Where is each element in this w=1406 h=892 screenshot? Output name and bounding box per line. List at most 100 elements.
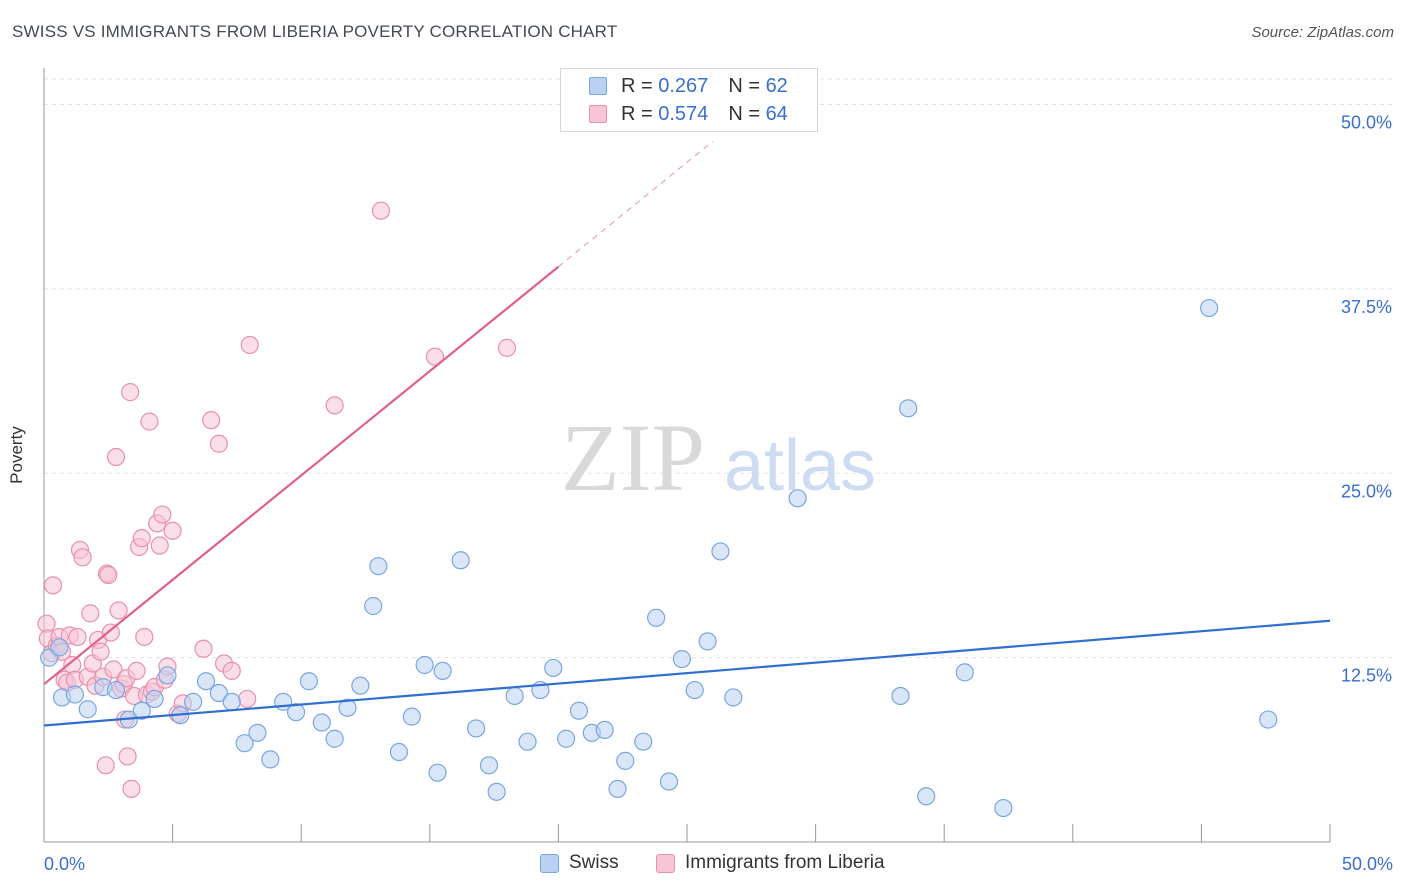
liberia-point-25 [101, 623, 120, 642]
legend-liberia-swatch [656, 853, 675, 873]
swiss-point-24 [338, 698, 357, 717]
axes [43, 68, 1331, 843]
swiss-point-20 [286, 703, 306, 722]
swiss-point-47 [634, 732, 653, 751]
swiss-point-62 [1259, 710, 1278, 729]
legend-liberia-label: Immigrants from Liberia [685, 852, 885, 873]
swiss-points [40, 298, 1278, 818]
liberia-point-47 [153, 505, 172, 524]
swiss-point-44 [595, 720, 614, 740]
swiss-point-8 [132, 701, 151, 720]
liberia-point-34 [121, 383, 140, 402]
swiss-point-58 [917, 787, 936, 806]
liberia-point-63 [497, 338, 517, 357]
swiss-point-37 [505, 686, 524, 706]
liberia-point-42 [140, 412, 159, 431]
liberia-point-22 [96, 756, 115, 775]
liberia-point-54 [202, 411, 221, 430]
swiss-point-28 [389, 742, 409, 762]
grid-lines [44, 78, 1395, 659]
swiss-point-1 [50, 638, 69, 657]
liberia-point-14 [73, 548, 92, 567]
swiss-point-26 [364, 596, 383, 616]
liberia-point-28 [109, 601, 128, 620]
liberia-point-61 [371, 201, 391, 220]
swiss-point-40 [544, 658, 563, 678]
y-axis-label: Poverty [7, 426, 26, 484]
swiss-point-49 [659, 772, 679, 791]
liberia-point-20 [91, 642, 110, 661]
swiss-point-55 [788, 489, 807, 508]
liberia-swatch [589, 105, 607, 123]
swiss-point-57 [899, 399, 918, 418]
liberia-point-46 [150, 536, 169, 555]
swiss-point-6 [106, 680, 126, 700]
liberia-trend-extension [558, 140, 714, 268]
swiss-point-25 [351, 676, 370, 695]
legend-swiss-label: Swiss [569, 852, 619, 873]
swiss-point-61 [1200, 298, 1219, 318]
swiss-point-13 [196, 672, 216, 691]
liberia-point-3 [43, 576, 63, 595]
swiss-point-18 [261, 750, 280, 769]
y-tick-label-2: 37.5% [1341, 297, 1392, 317]
swiss-point-53 [711, 542, 730, 561]
swiss-n-value: 62 [765, 74, 788, 97]
source-credit: Source: ZipAtlas.com [1251, 24, 1394, 41]
swiss-point-23 [325, 729, 344, 748]
swiss-point-22 [312, 713, 331, 732]
swiss-point-42 [569, 701, 589, 720]
legend-row-liberia: R = 0.574 N = 64 [589, 102, 788, 126]
tick-labels: 12.5% 25.0% 37.5% 50.0% 0.0% 50.0% [44, 113, 1393, 875]
trend-lines [43, 140, 1331, 727]
liberia-point-16 [81, 604, 100, 623]
swiss-point-3 [65, 685, 84, 704]
swiss-point-41 [557, 729, 576, 748]
swiss-point-4 [78, 700, 97, 719]
y-tick-label-3: 50.0% [1341, 113, 1392, 133]
liberia-trend-line [43, 265, 560, 686]
liberia-point-55 [209, 434, 228, 453]
swiss-point-46 [616, 751, 635, 770]
legend-item-swiss: Swiss [540, 852, 619, 874]
swiss-point-60 [994, 798, 1013, 818]
liberia-point-60 [325, 396, 344, 415]
liberia-n-label: N = [728, 102, 766, 125]
swiss-point-34 [466, 719, 486, 738]
swiss-point-48 [647, 608, 666, 627]
liberia-point-33 [118, 747, 137, 766]
liberia-n-value: 64 [765, 102, 788, 125]
swiss-point-35 [479, 756, 499, 775]
swiss-point-45 [608, 779, 627, 799]
liberia-point-37 [127, 661, 146, 681]
y-tick-label-0: 12.5% [1341, 666, 1392, 686]
chart-title: SWISS VS IMMIGRANTS FROM LIBERIA POVERTY… [12, 22, 618, 41]
watermark-zip: ZIP [561, 404, 705, 511]
swiss-point-52 [698, 632, 717, 651]
liberia-point-59 [240, 335, 259, 355]
series-legend: Swiss Immigrants from Liberia [0, 852, 1406, 878]
liberia-point-62 [425, 347, 445, 366]
liberia-point-35 [122, 779, 141, 799]
liberia-r-label: R = [621, 102, 659, 125]
liberia-point-24 [99, 565, 118, 585]
swiss-point-30 [415, 655, 434, 675]
swiss-point-9 [145, 689, 164, 709]
liberia-r-value: 0.574 [658, 102, 709, 125]
swiss-n-label: N = [728, 74, 766, 97]
liberia-point-12 [68, 627, 87, 647]
swiss-point-54 [724, 688, 743, 707]
liberia-point-27 [106, 447, 126, 467]
legend-item-liberia: Immigrants from Liberia [656, 852, 885, 874]
legend-row-swiss: R = 0.267 N = 62 [589, 74, 788, 98]
swiss-r-label: R = [621, 74, 659, 97]
liberia-point-57 [222, 661, 241, 681]
liberia-point-58 [238, 689, 257, 709]
swiss-point-31 [428, 763, 447, 782]
swiss-trend-line [43, 619, 1331, 727]
swiss-point-33 [451, 551, 470, 570]
correlation-legend: R = 0.267 N = 62 R = 0.574 N = 64 [560, 68, 818, 132]
swiss-point-32 [433, 661, 452, 681]
swiss-point-38 [518, 732, 537, 751]
